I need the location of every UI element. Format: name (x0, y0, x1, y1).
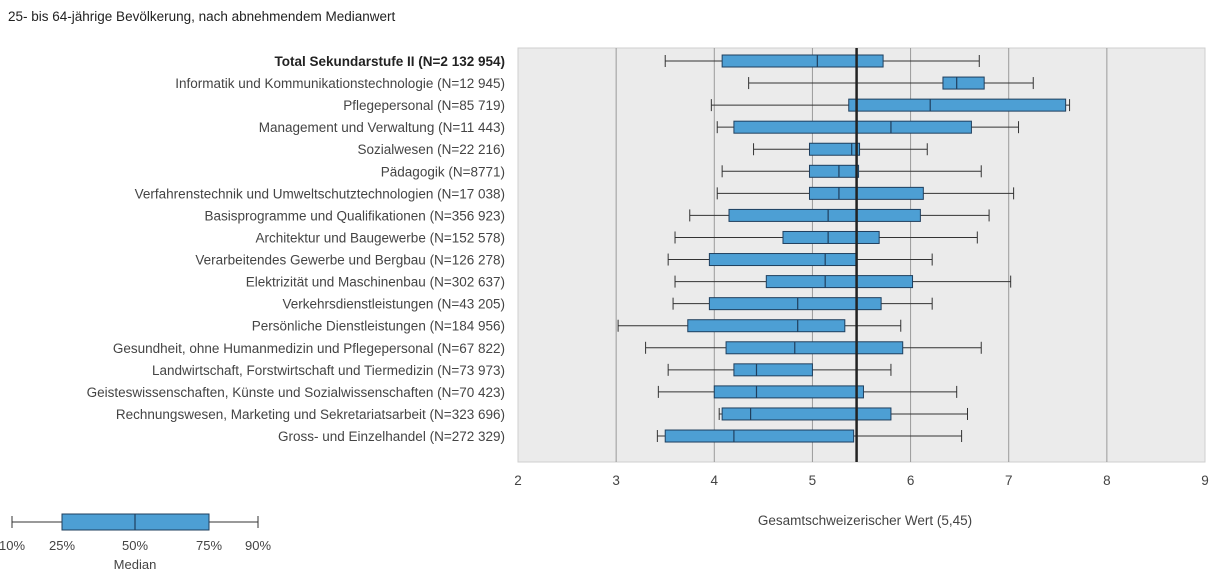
category-label: Gesundheit, ohne Humanmedizin und Pflege… (113, 341, 505, 356)
boxplot-row (657, 385, 958, 399)
legend-percentile-label: 50% (122, 538, 148, 553)
iqr-box (708, 253, 858, 267)
iqr-box (708, 297, 882, 311)
category-label: Landwirtschaft, Forstwirtschaft und Tier… (152, 363, 505, 378)
legend-median-label: Median (114, 557, 157, 572)
iqr-box (808, 186, 924, 200)
iqr-box (733, 120, 972, 134)
x-axis-ticks: 2 3 4 5 6 7 8 9 (514, 473, 1209, 488)
category-label: Verfahrenstechnik und Umweltschutztechno… (135, 186, 505, 201)
x-tick-label: 8 (1103, 473, 1111, 488)
x-tick-label: 4 (711, 473, 719, 488)
boxplot-row (753, 142, 928, 156)
boxplot-row (674, 230, 978, 244)
iqr-box (808, 142, 861, 156)
chart-subtitle: 25- bis 64-jährige Bevölkerung, nach abn… (8, 9, 396, 24)
category-label: Verkehrsdienstleistungen (N=43 205) (282, 297, 505, 312)
iqr-box (725, 341, 904, 355)
iqr-box (733, 363, 813, 377)
boxplot-row (716, 186, 1015, 200)
category-label: Pädagogik (N=8771) (381, 164, 505, 179)
legend-percentile-label: 90% (245, 538, 271, 553)
boxplot-row (617, 319, 902, 333)
boxplot-row (667, 253, 933, 267)
boxplot-row (674, 275, 1012, 289)
iqr-box (848, 98, 1067, 112)
boxplot-row (667, 363, 892, 377)
iqr-box (765, 275, 914, 289)
x-tick-label: 5 (809, 473, 817, 488)
category-label: Rechnungswesen, Marketing und Sekretaria… (116, 407, 505, 422)
boxplot-row (656, 429, 963, 443)
category-label: Sozialwesen (N=22 216) (358, 142, 505, 157)
boxplot-row (721, 164, 982, 178)
boxplot-row (645, 341, 982, 355)
category-labels: Total Sekundarstufe II (N=2 132 954) Info… (87, 54, 505, 444)
boxplot-row (672, 297, 933, 311)
boxplot-row (748, 76, 1034, 90)
category-label: Total Sekundarstufe II (N=2 132 954) (275, 54, 505, 69)
x-tick-label: 9 (1201, 473, 1209, 488)
iqr-box (942, 76, 985, 90)
boxplot-row (716, 120, 1020, 134)
category-label: Management und Verwaltung (N=11 443) (259, 120, 505, 135)
boxplot-row (710, 98, 1071, 112)
iqr-box (808, 164, 860, 178)
iqr-box (713, 385, 864, 399)
iqr-box (728, 208, 921, 222)
iqr-box (664, 429, 855, 443)
boxplot-row (689, 208, 990, 222)
boxplot-row (664, 54, 980, 68)
category-label: Geisteswissenschaften, Künste und Sozial… (87, 385, 505, 400)
category-label: Informatik und Kommunikationstechnologie… (175, 76, 505, 91)
x-tick-label: 6 (907, 473, 915, 488)
category-label: Persönliche Dienstleistungen (N=184 956) (252, 319, 505, 334)
legend-percentile-label: 75% (196, 538, 222, 553)
legend-percentile-label: 10% (0, 538, 25, 553)
iqr-box (721, 54, 884, 68)
x-tick-label: 3 (612, 473, 620, 488)
iqr-box (782, 230, 880, 244)
reference-line-label: Gesamtschweizerischer Wert (5,45) (758, 513, 972, 528)
legend: 10% 25% 50% 75% 90% Median (0, 513, 271, 572)
x-tick-label: 7 (1005, 473, 1013, 488)
category-label: Gross- und Einzelhandel (N=272 329) (278, 429, 505, 444)
legend-percentile-label: 25% (49, 538, 75, 553)
iqr-box (687, 319, 846, 333)
category-label: Basisprogramme und Qualifikationen (N=35… (204, 208, 505, 223)
boxplot-row (718, 407, 968, 421)
category-label: Elektrizität und Maschinenbau (N=302 637… (246, 275, 505, 290)
x-tick-label: 2 (514, 473, 522, 488)
plot-area (517, 47, 1206, 463)
iqr-box (721, 407, 892, 421)
category-label: Pflegepersonal (N=85 719) (343, 98, 505, 113)
category-label: Verarbeitendes Gewerbe und Bergbau (N=12… (195, 253, 505, 268)
category-label: Architektur und Baugewerbe (N=152 578) (255, 230, 505, 245)
